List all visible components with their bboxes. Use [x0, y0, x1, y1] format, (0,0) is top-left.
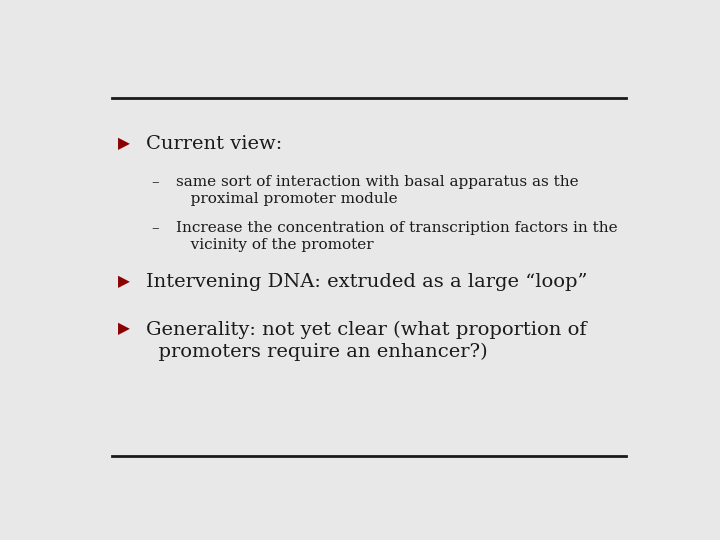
- Text: Current view:: Current view:: [145, 136, 282, 153]
- Text: Increase the concentration of transcription factors in the
   vicinity of the pr: Increase the concentration of transcript…: [176, 221, 618, 252]
- Text: ▶: ▶: [118, 136, 130, 152]
- Text: Intervening DNA: extruded as a large “loop”: Intervening DNA: extruded as a large “lo…: [145, 273, 588, 291]
- Text: ▶: ▶: [118, 321, 130, 338]
- Text: Generality: not yet clear (what proportion of
  promoters require an enhancer?): Generality: not yet clear (what proporti…: [145, 321, 586, 361]
- Text: ▶: ▶: [118, 273, 130, 289]
- Text: –: –: [151, 221, 159, 235]
- Text: –: –: [151, 175, 159, 189]
- Text: same sort of interaction with basal apparatus as the
   proximal promoter module: same sort of interaction with basal appa…: [176, 175, 579, 206]
